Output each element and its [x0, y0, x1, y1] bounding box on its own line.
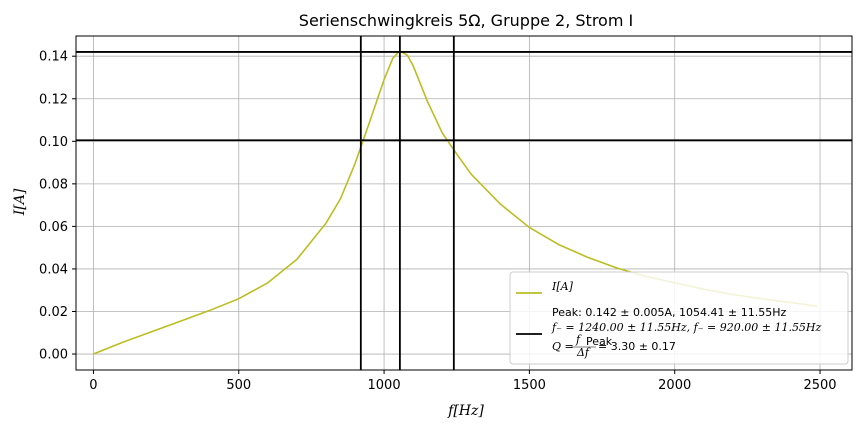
x-tick-label: 1500 — [513, 378, 546, 393]
x-tick-label: 500 — [226, 378, 251, 393]
legend-q-denominator: Δf — [576, 346, 591, 359]
legend-q-numerator: f — [575, 333, 582, 346]
y-tick-label: 0.02 — [39, 305, 68, 320]
legend-q-numerator-sub: Peak — [586, 335, 613, 348]
x-tick-label: 2500 — [803, 378, 836, 393]
chart-title: Serienschwingkreis 5Ω, Gruppe 2, Strom I — [299, 11, 633, 30]
y-tick-label: 0.12 — [39, 92, 68, 107]
legend-entry-q-prefix: Q = — [552, 340, 574, 353]
x-tick-label: 1000 — [368, 378, 401, 393]
y-axis-label: I[A] — [12, 188, 28, 216]
y-tick-label: 0.08 — [39, 177, 68, 192]
x-tick-label: 0 — [89, 378, 97, 393]
axes-frame — [75, 35, 853, 371]
legend: I[A] Peak: 0.142 ± 0.005A, 1054.41 ± 11.5… — [509, 271, 849, 365]
legend-entry-peak: Peak: 0.142 ± 0.005A, 1054.41 ± 11.55Hz — [552, 306, 786, 319]
plot-area: 0 500 1000 1500 2000 2500 0.00 0.02 0.04 0.06 0.08… — [39, 35, 853, 393]
y-tick-label: 0.10 — [39, 135, 68, 150]
legend-box — [509, 271, 849, 365]
y-tick-label: 0.14 — [39, 50, 68, 65]
legend-entry-current: I[A] — [551, 280, 574, 293]
legend-entry-q-value: = 3.30 ± 0.17 — [598, 340, 676, 353]
y-tick-label: 0.04 — [39, 262, 68, 277]
x-axis-label: f[Hz] — [447, 403, 484, 419]
legend-entry-frequencies: f₋ = 1240.00 ± 11.55Hz, f₋ = 920.00 ± 11… — [551, 321, 822, 334]
x-tick-label: 2000 — [658, 378, 691, 393]
y-tick-label: 0.06 — [39, 220, 68, 235]
y-tick-label: 0.00 — [39, 348, 68, 363]
